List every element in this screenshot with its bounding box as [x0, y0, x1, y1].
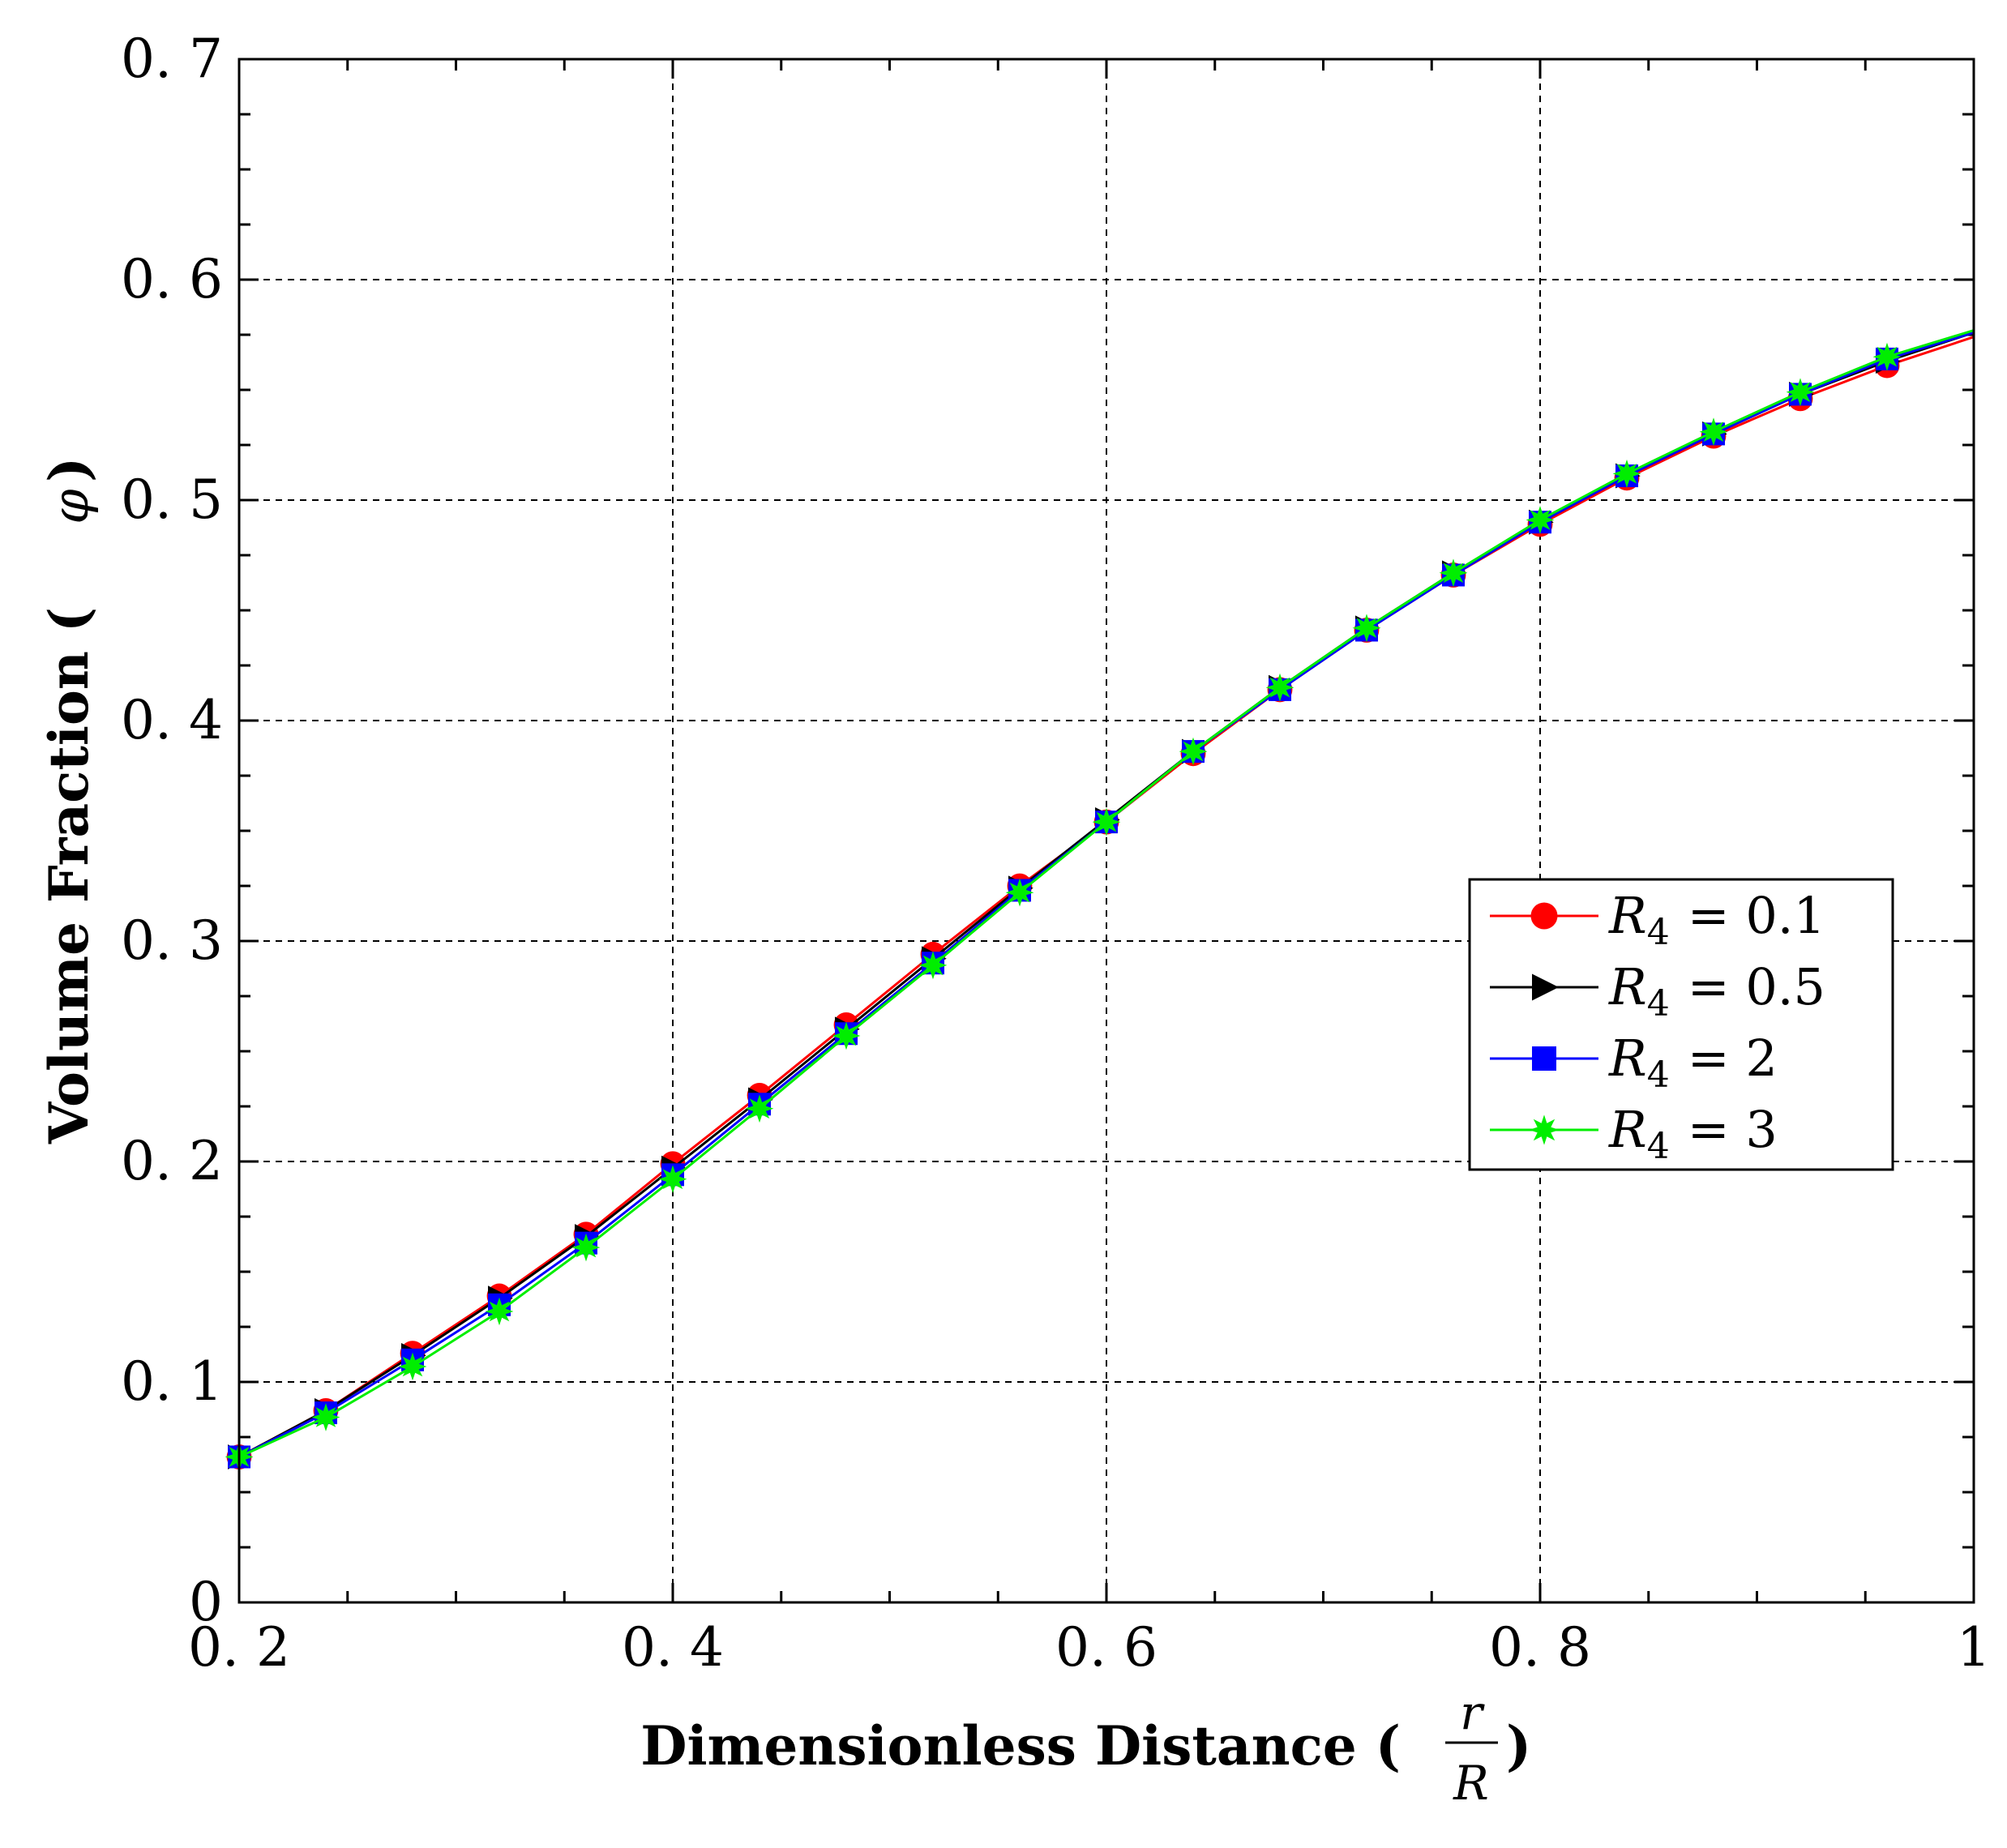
legend-items: R4 = 0.1R4 = 0.5R4 = 2R4 = 3	[1490, 886, 1825, 1167]
y-tick-label: 0. 4	[121, 689, 223, 751]
data-point	[1005, 878, 1034, 907]
x-tick-label: 0. 6	[1055, 1616, 1158, 1679]
data-point	[1699, 417, 1728, 446]
data-point	[918, 951, 948, 980]
legend-item-4: R4 = 3	[1490, 1100, 1778, 1167]
y-axis-title-symbol: φ	[41, 489, 100, 524]
legend-label: R4 = 0.5	[1608, 957, 1825, 1025]
data-point	[1092, 807, 1121, 836]
legend-swatch-marker	[1530, 902, 1558, 930]
x-tick-labels: 0. 2 0. 4 0. 6 0. 8 1	[188, 1616, 1991, 1679]
data-point	[1786, 378, 1815, 407]
data-point	[658, 1165, 687, 1194]
data-point	[1265, 673, 1294, 702]
y-tick-label: 0. 5	[121, 468, 223, 531]
series-layer	[225, 329, 1975, 1471]
x-tick-label: 1	[1957, 1616, 1991, 1679]
data-point	[571, 1233, 601, 1262]
y-tick-labels: 0 0. 1 0. 2 0. 3 0. 4 0. 5 0. 6 0. 7	[121, 28, 223, 1633]
x-tick-label: 0. 8	[1489, 1616, 1591, 1679]
y-tick-label: 0. 6	[121, 248, 223, 310]
data-point	[1439, 558, 1468, 588]
legend-swatch-marker	[1529, 1114, 1560, 1145]
data-point	[1872, 342, 1902, 371]
x-axis-fraction-denominator: R	[1453, 1756, 1489, 1811]
x-tick-label: 0. 4	[622, 1616, 724, 1679]
y-tick-label: 0. 7	[121, 28, 223, 90]
data-point	[1526, 506, 1555, 534]
x-axis-title: Dimensionless Distance ( r R )	[640, 1685, 1531, 1811]
plot-frame	[238, 58, 1975, 1604]
y-tick-label: 0. 2	[121, 1130, 223, 1192]
data-point	[398, 1352, 427, 1381]
legend-swatch-marker	[1532, 973, 1559, 1001]
legend-label: R4 = 2	[1608, 1029, 1778, 1096]
x-axis-title-close: )	[1506, 1714, 1531, 1777]
series-4	[225, 329, 1975, 1471]
data-point	[745, 1094, 774, 1123]
y-tick-label: 0. 1	[121, 1350, 223, 1413]
legend-item-1: R4 = 0.1	[1490, 886, 1825, 953]
x-axis-title-text: Dimensionless Distance (	[640, 1714, 1401, 1777]
data-point	[832, 1021, 861, 1050]
x-axis-fraction-numerator: r	[1460, 1685, 1485, 1740]
legend-item-3: R4 = 2	[1490, 1029, 1778, 1096]
data-point	[311, 1403, 340, 1431]
minor-ticks	[238, 58, 1975, 1604]
y-tick-label: 0	[189, 1571, 223, 1633]
data-point	[485, 1297, 514, 1326]
legend-label: R4 = 0.1	[1608, 886, 1825, 953]
legend: R4 = 0.1R4 = 0.5R4 = 2R4 = 3	[1468, 878, 1894, 1171]
legend-label: R4 = 3	[1608, 1100, 1778, 1167]
y-axis-title-text: Volume Fraction (	[37, 607, 101, 1144]
y-axis-title-close: )	[37, 457, 101, 482]
legend-item-2: R4 = 0.5	[1490, 957, 1825, 1025]
data-point	[1179, 737, 1208, 766]
y-axis-title: Volume Fraction ( φ )	[37, 457, 101, 1144]
x-tick-label: 0. 2	[188, 1616, 290, 1679]
data-point	[1352, 614, 1381, 643]
y-tick-label: 0. 3	[121, 909, 223, 972]
data-point	[1612, 460, 1641, 488]
legend-swatch-marker	[1532, 1046, 1556, 1071]
